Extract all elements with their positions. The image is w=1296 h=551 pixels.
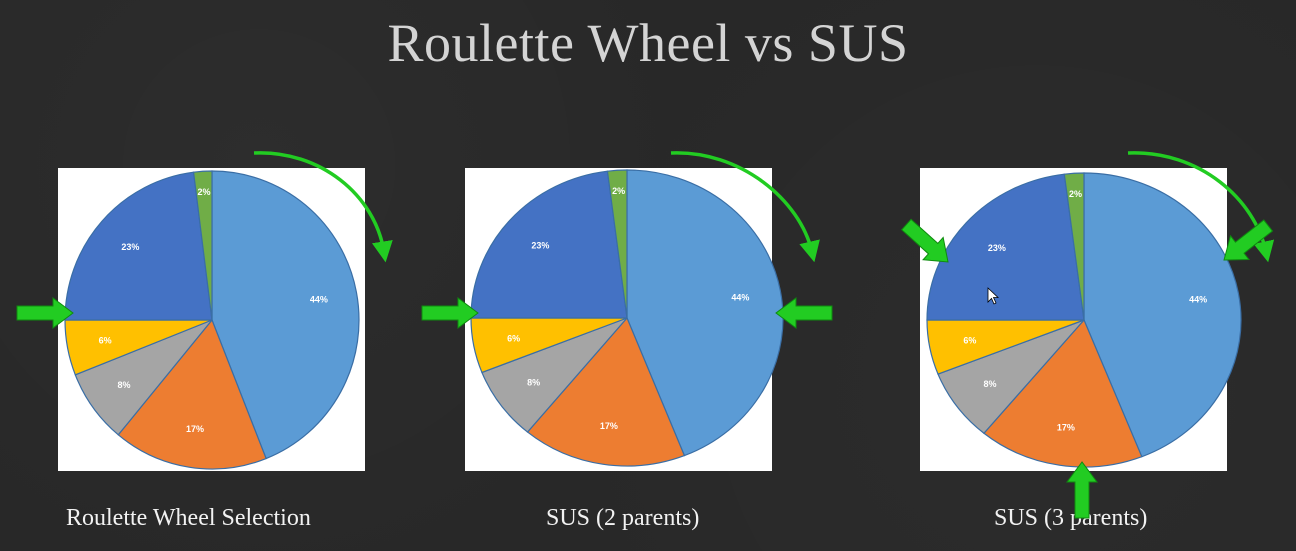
pie-slice (192, 170, 213, 321)
pie-slice-label: 23% (531, 241, 549, 251)
pie-slice (926, 173, 1085, 321)
pie-slice-label: 44% (731, 292, 749, 302)
pie-chart-3: 44% 17% 8% 6% 23% 2% (926, 172, 1242, 468)
pie-slice-label: 23% (121, 242, 139, 252)
pie-slice-label: 2% (1069, 189, 1082, 199)
mouse-pointer-icon (987, 287, 1000, 305)
pie-slice (626, 169, 784, 457)
pointer-arrow (421, 297, 479, 329)
pie-slice (470, 170, 628, 319)
pie-slice-label: 8% (117, 380, 130, 390)
pie-slice-label: 17% (186, 424, 204, 434)
pie-slice (1083, 172, 1242, 458)
pie-slice-label: 6% (99, 336, 112, 346)
pie-slice-label: 2% (612, 186, 625, 196)
slide-title: Roulette Wheel vs SUS (387, 13, 909, 73)
pie-chart-1: 44% 17% 8% 6% 23% 2% (64, 170, 360, 470)
pointer-arrow (16, 297, 74, 329)
caption-sus-2: SUS (2 parents) (546, 505, 700, 531)
pie-slice-label: 23% (988, 243, 1006, 253)
pointer-arrow (1066, 461, 1098, 519)
pie-slice-label: 6% (507, 334, 520, 344)
pie-slice (526, 316, 686, 467)
caption-sus-3: SUS (3 parents) (994, 505, 1148, 531)
caption-roulette: Roulette Wheel Selection (66, 505, 311, 531)
pie-slice (211, 170, 360, 460)
pie-slice (606, 169, 628, 319)
pie-slice-label: 8% (527, 377, 540, 387)
pointer-arrow (900, 218, 949, 263)
pie-slice-label: 17% (1057, 422, 1075, 432)
pie-slice-label: 2% (198, 187, 211, 197)
pie-slice-label: 44% (1189, 295, 1207, 305)
pointer-arrow (775, 297, 833, 329)
pie-slice (64, 171, 213, 321)
pie-slice-label: 6% (963, 335, 976, 345)
pie-slice-label: 8% (984, 379, 997, 389)
pie-slice-label: 44% (310, 294, 328, 304)
pie-slice (117, 318, 267, 470)
pie-slice-label: 17% (600, 421, 618, 431)
pie-slice (983, 318, 1143, 468)
rotation-arrow-1 (253, 151, 393, 263)
pie-slice (1063, 172, 1085, 321)
pie-chart-2: 44% 17% 8% 6% 23% 2% (470, 169, 784, 467)
rotation-arrow-2 (670, 151, 820, 263)
pointer-arrow (1223, 219, 1274, 261)
